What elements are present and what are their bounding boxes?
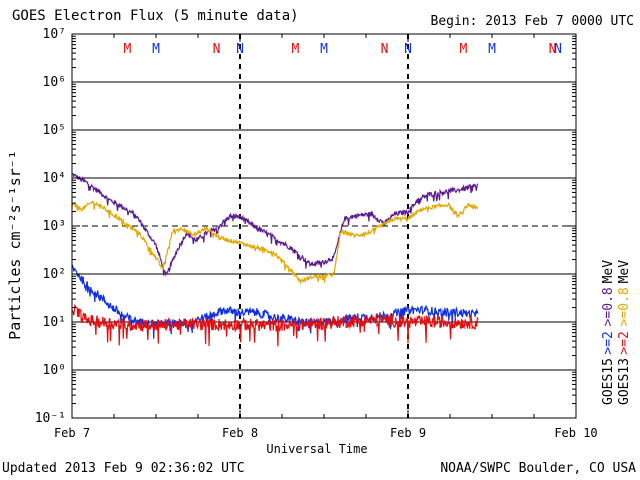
- y-tick-label: 10⁶: [43, 75, 66, 90]
- x-tick-label: Feb 10: [554, 426, 597, 440]
- legend-label: GOES15: [601, 358, 616, 405]
- y-tick-label: 10⁵: [43, 123, 66, 138]
- series-line-goes15-0-8-mev: [71, 172, 479, 278]
- legend-label: >=2: [601, 331, 616, 354]
- x-tick-label: Feb 9: [390, 426, 426, 440]
- y-tick-label: 10⁰: [43, 363, 66, 378]
- series-line-goes13-0-8-mev: [71, 200, 479, 285]
- series-line-goes13-2-mev: [71, 303, 479, 347]
- x-tick-label: Feb 7: [54, 426, 90, 440]
- x-tick-label: Feb 8: [222, 426, 258, 440]
- noon-marker: N: [554, 42, 562, 57]
- noon-marker: M: [320, 42, 328, 57]
- grid: [72, 34, 576, 418]
- noon-marker: M: [152, 42, 160, 57]
- series-line-goes15-2-mev: [71, 264, 479, 339]
- y-tick-label: 10⁻¹: [35, 411, 66, 426]
- x-tick-labels: Feb 7 Feb 8 Feb 9 Feb 10: [54, 426, 598, 440]
- noon-marker: M: [460, 42, 468, 57]
- chart-title: GOES Electron Flux (5 minute data): [12, 8, 299, 24]
- frame: [71, 33, 577, 419]
- legend-label: GOES13: [617, 358, 632, 405]
- begin-time: Begin: 2013 Feb 7 0000 UTC: [430, 14, 635, 29]
- noon-marker: N: [236, 42, 244, 57]
- noon-marker: N: [549, 42, 557, 57]
- legend-label: >=0.8: [617, 287, 632, 326]
- noon-marker: N: [213, 42, 221, 57]
- noon-marker: N: [404, 42, 412, 57]
- noon-marker: N: [381, 42, 389, 57]
- legend-label: >=2: [617, 331, 632, 354]
- updated-time: Updated 2013 Feb 9 02:36:02 UTC: [2, 461, 245, 476]
- y-tick-label: 10⁷: [43, 27, 66, 42]
- x-axis-label: Universal Time: [266, 442, 367, 456]
- noon-marker: M: [488, 42, 496, 57]
- y-tick-label: 10⁴: [43, 171, 66, 186]
- y-axis-label: Particles cm⁻²s⁻¹sr⁻¹: [6, 150, 24, 340]
- noon-marker: M: [124, 42, 132, 57]
- y-tick-labels: 10⁷ 10⁶ 10⁵ 10⁴ 10³ 10² 10¹ 10⁰ 10⁻¹: [35, 27, 66, 426]
- y-tick-label: 10²: [43, 267, 66, 282]
- data-source: NOAA/SWPC Boulder, CO USA: [440, 461, 636, 476]
- y-tick-label: 10¹: [43, 315, 66, 330]
- legend-label: MeV: [601, 260, 616, 284]
- noon-marker: M: [292, 42, 300, 57]
- y-tick-label: 10³: [43, 219, 66, 234]
- legend-label: MeV: [617, 260, 632, 284]
- series-lines: [71, 172, 479, 347]
- legend-label: >=0.8: [601, 287, 616, 326]
- noon-markers: M M N N M M N N M M NN: [124, 42, 562, 57]
